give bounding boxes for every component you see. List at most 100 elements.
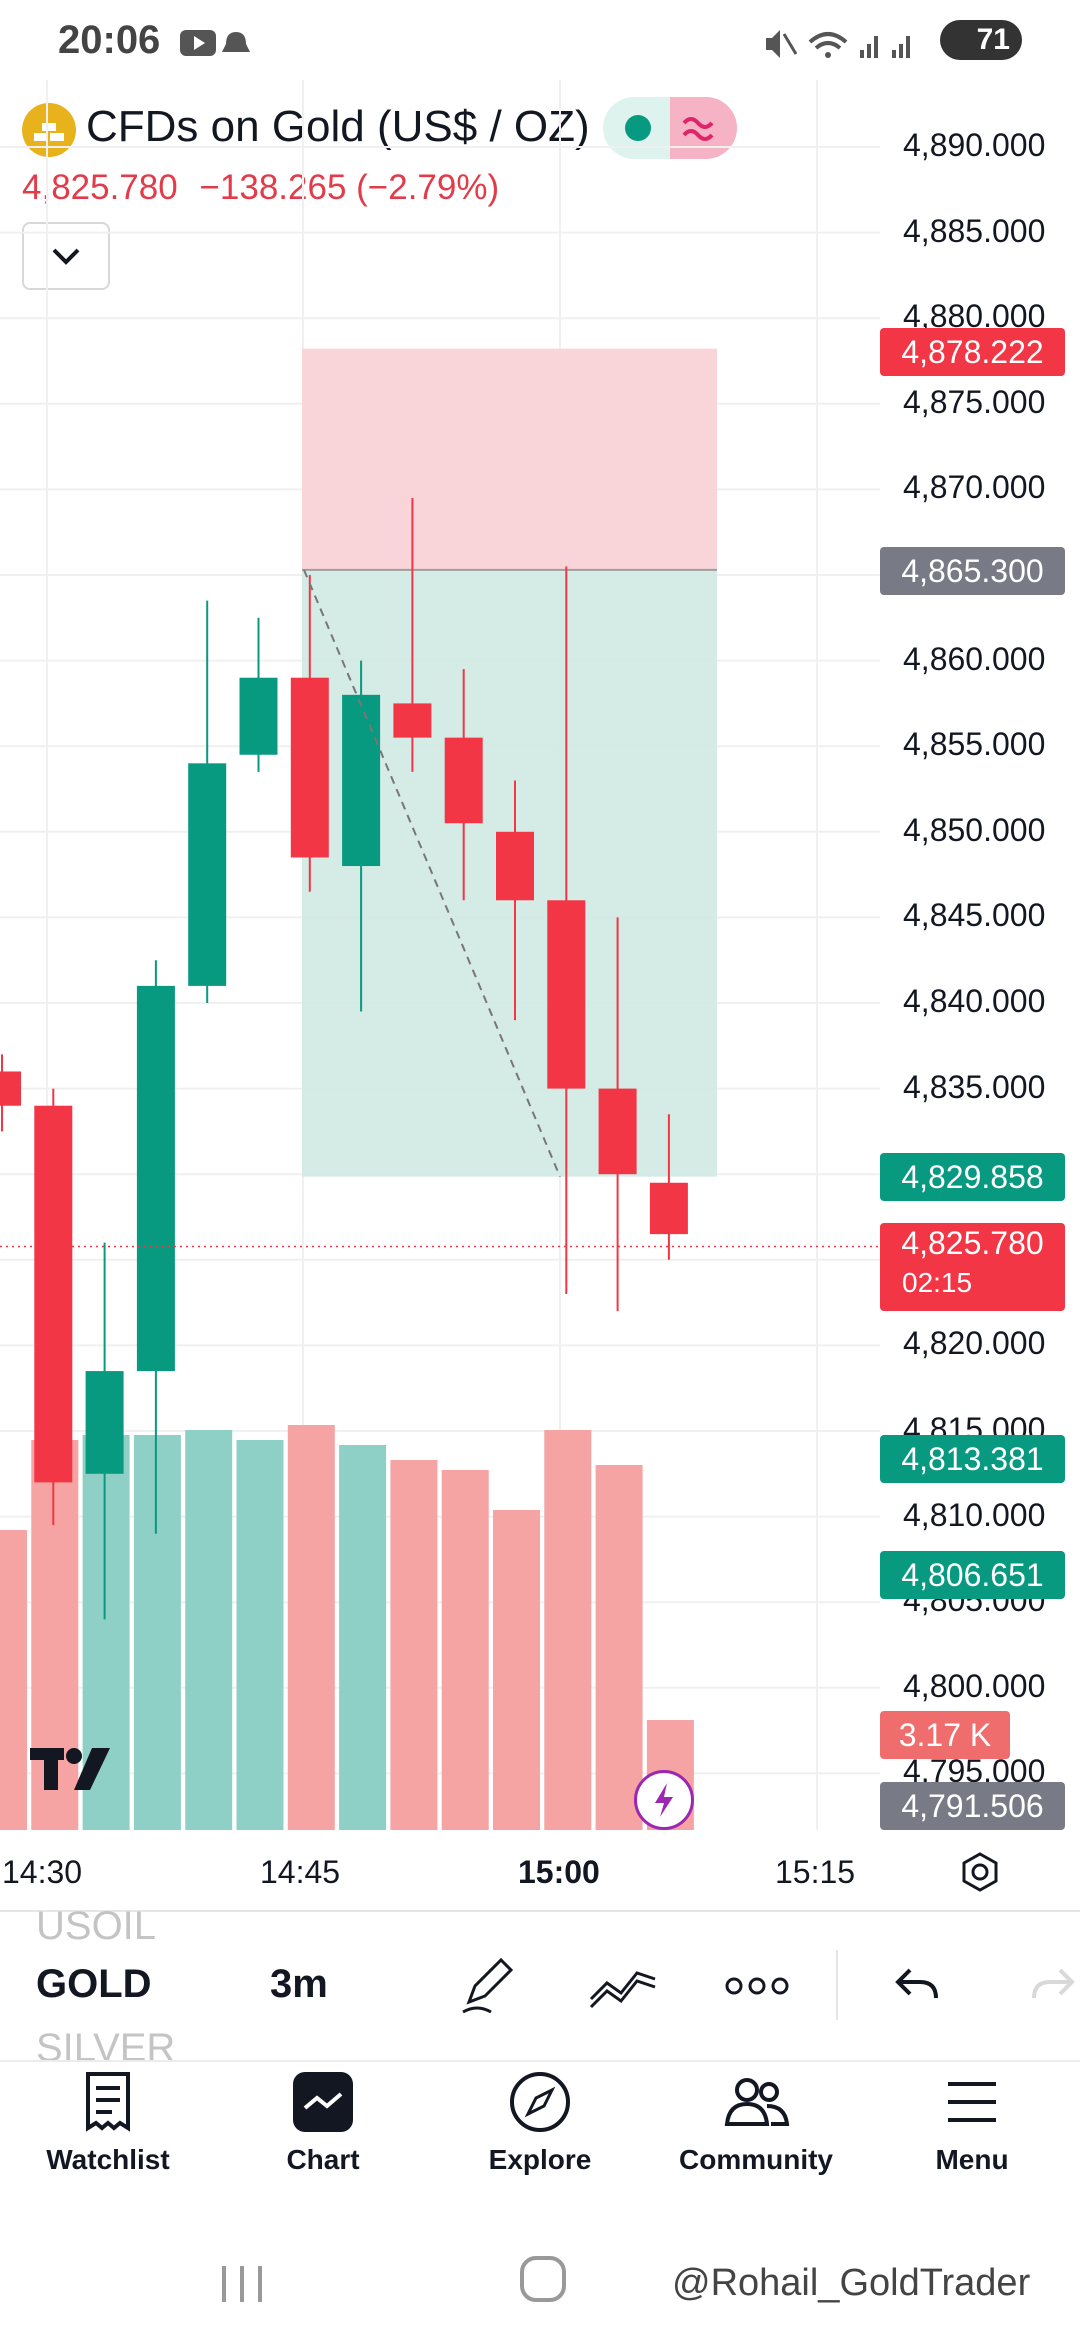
- candle-body: [0, 1071, 21, 1106]
- nav-watchlist[interactable]: Watchlist: [8, 2070, 208, 2176]
- symbol-title[interactable]: CFDs on Gold (US$ / OZ): [86, 102, 590, 151]
- market-status-pill[interactable]: [603, 97, 737, 159]
- lightning-button[interactable]: [634, 1770, 694, 1830]
- volume-bar: [390, 1460, 438, 1830]
- nav-label: Watchlist: [46, 2144, 170, 2175]
- price-tag: 3.17 K: [880, 1711, 1010, 1759]
- candle-body: [649, 1182, 688, 1235]
- candle-body: [85, 1371, 124, 1474]
- candle-body: [444, 737, 483, 824]
- volume-bar: [339, 1445, 387, 1830]
- candle-body: [547, 900, 586, 1089]
- status-time: 20:06: [58, 18, 161, 62]
- price-axis-label: 4,840.000: [903, 983, 1046, 1019]
- toolbar-divider: [836, 1950, 838, 2020]
- candle-body: [393, 703, 432, 738]
- time-axis-label: 15:15: [775, 1854, 856, 1890]
- candle-body: [598, 1088, 637, 1175]
- hamburger-menu-icon: [948, 2082, 996, 2122]
- candle-body: [34, 1105, 73, 1483]
- price-axis-label: 4,835.000: [903, 1068, 1046, 1105]
- price-tag: 4,806.651: [880, 1551, 1065, 1599]
- candle-body: [188, 763, 227, 986]
- volume-bar: [287, 1425, 335, 1830]
- redo-icon[interactable]: [1030, 1960, 1080, 2010]
- more-options-icon[interactable]: [722, 1964, 792, 2008]
- connectivity-icons: [766, 30, 910, 58]
- projection-line: [303, 569, 561, 1178]
- status-bar: 20:06 71: [0, 0, 1080, 80]
- nav-explore[interactable]: Explore: [440, 2070, 640, 2176]
- market-open-dot-icon: [625, 115, 651, 141]
- recent-apps-icon[interactable]: [218, 2262, 268, 2306]
- nav-label: Community: [679, 2144, 833, 2175]
- price-tag: 4,791.506: [880, 1782, 1065, 1830]
- bar-countdown: 02:15: [902, 1267, 973, 1298]
- price-chart[interactable]: [0, 80, 1080, 1900]
- volume-bar: [133, 1435, 181, 1830]
- price-axis-label: 4,850.000: [903, 811, 1046, 848]
- divider: [0, 1910, 1080, 1912]
- nav-label: Explore: [488, 2144, 592, 2175]
- candle-body: [136, 985, 175, 1372]
- price-tag: 4,865.300: [880, 547, 1065, 595]
- axis-settings-icon[interactable]: [958, 1850, 1002, 1894]
- lightning-icon: [655, 1783, 673, 1817]
- symbol-picker-next[interactable]: SILVER: [36, 2026, 176, 2070]
- drawing-pencil-icon[interactable]: [455, 1950, 525, 2020]
- price-axis-label: 4,875.000: [903, 383, 1046, 420]
- watermark-text: @Rohail_GoldTrader: [672, 2262, 1031, 2304]
- price-tag-value: 4,825.780: [901, 1225, 1044, 1261]
- compass-icon: [510, 2072, 570, 2132]
- price-axis-label: 4,855.000: [903, 726, 1046, 763]
- price-axis-label: 4,890.000: [903, 127, 1046, 163]
- price-axis-label: 4,810.000: [903, 1496, 1046, 1533]
- time-axis-label: 14:30: [2, 1854, 83, 1890]
- time-axis-label: 15:00: [518, 1854, 600, 1890]
- price-axis-label: 4,820.000: [903, 1325, 1046, 1362]
- price-change: −138.265 (−2.79%): [199, 168, 500, 207]
- volume-bar: [236, 1440, 284, 1830]
- price-tag: 4,825.780 02:15: [880, 1223, 1065, 1311]
- delayed-data-icon: [670, 97, 737, 159]
- chevron-down-icon: [52, 248, 80, 265]
- nav-community[interactable]: Community: [656, 2070, 856, 2176]
- volume-bar: [544, 1430, 592, 1830]
- candle-body: [290, 677, 329, 858]
- price-axis-label: 4,800.000: [903, 1667, 1046, 1704]
- volume-bar: [441, 1470, 489, 1830]
- gold-logo-icon: [22, 103, 76, 157]
- nav-menu[interactable]: Menu: [872, 2070, 1072, 2176]
- time-axis-label: 14:45: [260, 1854, 341, 1890]
- battery-indicator: 71: [940, 20, 1022, 60]
- nav-label: Menu: [935, 2144, 1009, 2175]
- volume-bar: [0, 1530, 27, 1830]
- price-axis-label: 4,870.000: [903, 469, 1046, 506]
- interval-button[interactable]: 3m: [270, 1962, 328, 2006]
- volume-bar: [185, 1430, 233, 1830]
- nav-divider: [0, 2060, 1080, 2062]
- notification-icons: [180, 30, 250, 56]
- price-tag: 4,829.858: [880, 1153, 1065, 1201]
- nav-label: Chart: [286, 2144, 360, 2175]
- volume-bar: [595, 1465, 643, 1830]
- chart-icon: [293, 2072, 353, 2132]
- price-tag: 4,813.381: [880, 1435, 1065, 1483]
- watchlist-icon: [86, 2072, 130, 2132]
- symbol-picker-current[interactable]: GOLD: [36, 1962, 152, 2006]
- price-axis-label: 4,845.000: [903, 897, 1046, 934]
- price-axis-label: 4,885.000: [903, 212, 1046, 249]
- price-tag: 4,878.222: [880, 328, 1065, 376]
- indicators-icon[interactable]: [585, 1955, 665, 2015]
- candle-body: [496, 831, 534, 901]
- nav-chart[interactable]: Chart: [223, 2070, 423, 2176]
- candle-body: [342, 694, 381, 867]
- home-icon[interactable]: [518, 2254, 568, 2304]
- price-axis-label: 4,860.000: [903, 640, 1046, 677]
- community-icon: [724, 2078, 790, 2126]
- undo-icon[interactable]: [890, 1960, 946, 2010]
- tradingview-logo-icon: [30, 1748, 110, 1790]
- symbol-picker-prev[interactable]: USOIL: [36, 1904, 157, 1948]
- volume-bar: [493, 1510, 540, 1830]
- candle-body: [239, 677, 278, 755]
